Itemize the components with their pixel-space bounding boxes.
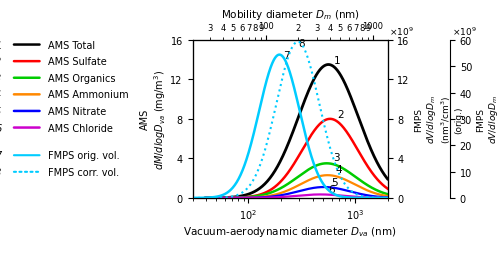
Text: 3: 3 bbox=[333, 153, 340, 163]
Text: AMS Total: AMS Total bbox=[48, 40, 96, 50]
Text: 7: 7 bbox=[283, 50, 290, 60]
Text: AMS Ammonium: AMS Ammonium bbox=[48, 90, 129, 100]
Text: 8: 8 bbox=[298, 39, 306, 49]
Text: 3: 3 bbox=[0, 73, 2, 83]
Text: AMS Nitrate: AMS Nitrate bbox=[48, 106, 106, 117]
Text: 2: 2 bbox=[0, 57, 2, 67]
Text: 1: 1 bbox=[0, 40, 2, 50]
Text: 5: 5 bbox=[0, 106, 2, 117]
Y-axis label: FMPS
$dV/dlogD_m$
(nm$^3$/cm$^3$)
(orig.): FMPS $dV/dlogD_m$ (nm$^3$/cm$^3$) (orig.… bbox=[414, 95, 464, 144]
Y-axis label: FMPS
$dV/dlogD_m$
(nm$^3$/cm$^3$)
(corr.): FMPS $dV/dlogD_m$ (nm$^3$/cm$^3$) (corr.… bbox=[476, 95, 500, 144]
Text: ×10$^9$: ×10$^9$ bbox=[390, 25, 414, 38]
Text: AMS Chloride: AMS Chloride bbox=[48, 123, 113, 133]
Text: 7: 7 bbox=[0, 151, 2, 161]
Text: ×10$^9$: ×10$^9$ bbox=[452, 25, 476, 38]
Text: FMPS orig. vol.: FMPS orig. vol. bbox=[48, 151, 120, 161]
Text: 6: 6 bbox=[328, 185, 335, 195]
X-axis label: Mobility diameter $D_{m}$ (nm): Mobility diameter $D_{m}$ (nm) bbox=[220, 8, 360, 22]
Text: AMS Sulfate: AMS Sulfate bbox=[48, 57, 107, 67]
Text: 4: 4 bbox=[0, 90, 2, 100]
Text: 8: 8 bbox=[0, 167, 2, 177]
X-axis label: Vacuum-aerodynamic diameter $D_{va}$ (nm): Vacuum-aerodynamic diameter $D_{va}$ (nm… bbox=[183, 224, 397, 238]
Text: 5: 5 bbox=[332, 177, 338, 187]
Text: AMS Organics: AMS Organics bbox=[48, 73, 116, 83]
Text: 6: 6 bbox=[0, 123, 2, 133]
Text: 1: 1 bbox=[334, 55, 340, 65]
Text: 4: 4 bbox=[336, 165, 342, 174]
Text: 2: 2 bbox=[338, 109, 344, 119]
Text: FMPS corr. vol.: FMPS corr. vol. bbox=[48, 167, 120, 177]
Y-axis label: AMS
$dM/dlogD_{va}$ (mg/m$^3$): AMS $dM/dlogD_{va}$ (mg/m$^3$) bbox=[140, 70, 168, 169]
